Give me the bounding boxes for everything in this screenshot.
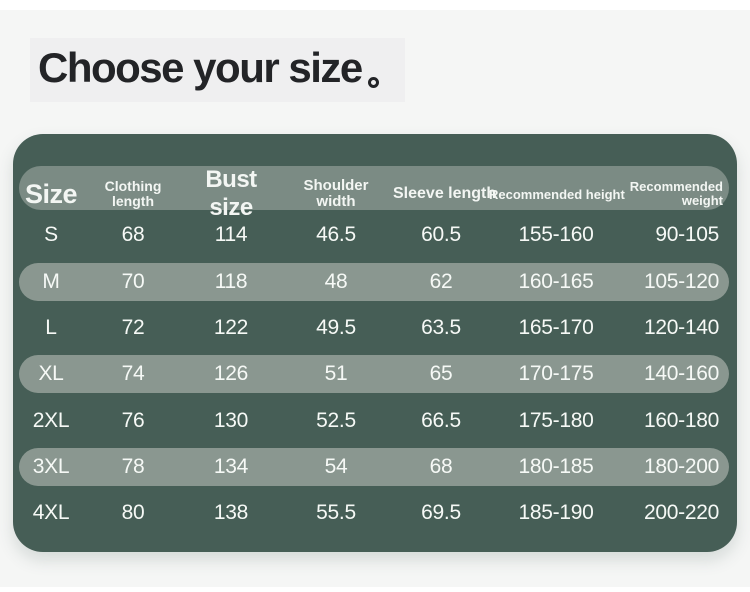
cell-bust-size: 138 (213, 501, 249, 525)
header-size: Size (24, 178, 78, 209)
cell-recommended-height: 175-180 (518, 408, 594, 432)
cell-recommended-height: 160-165 (518, 269, 594, 293)
cell-clothing-length: 68 (121, 223, 145, 247)
cell-shoulder-width: 54 (324, 455, 348, 479)
cell-shoulder-width: 52.5 (316, 408, 356, 432)
table-body: S 68 114 46.5 60.5 155-160 90-105 M 70 1… (19, 212, 729, 537)
cell-recommended-height: 155-160 (518, 223, 594, 247)
cell-clothing-length: 78 (121, 455, 145, 479)
cell-shoulder-width: 48 (324, 269, 348, 293)
cell-clothing-length: 72 (121, 315, 145, 339)
title-block: Choose your size (30, 38, 405, 102)
fullstop-circle-icon (367, 77, 379, 88)
cell-size: S (44, 223, 58, 247)
table-row-3xl: 3XL 78 134 54 68 180-185 180-200 (19, 448, 729, 487)
size-chart-panel: Size Clothing length Bust size Shoulder … (13, 134, 737, 552)
header-clothing-length: Clothing length (104, 178, 162, 209)
header-bust-size: Bust size (205, 166, 257, 221)
table-row-2xl: 2XL 76 130 52.5 66.5 175-180 160-180 (19, 398, 729, 444)
cell-bust-size: 126 (213, 362, 249, 386)
header-recommended-height: Recommended height (489, 186, 625, 202)
cell-sleeve-length: 62 (429, 269, 453, 293)
cell-sleeve-length: 65 (429, 362, 453, 386)
cell-size: 4XL (32, 501, 70, 525)
cell-recommended-height: 185-190 (518, 501, 594, 525)
cell-recommended-weight: 180-200 (644, 455, 719, 479)
cell-shoulder-width: 55.5 (316, 501, 356, 525)
cell-clothing-length: 80 (121, 501, 145, 525)
cell-shoulder-width: 51 (324, 362, 348, 386)
table-row-xl: XL 74 126 51 65 170-175 140-160 (19, 355, 729, 394)
cell-sleeve-length: 68 (429, 455, 453, 479)
cell-size: 2XL (32, 408, 70, 432)
cell-bust-size: 122 (213, 315, 249, 339)
cell-clothing-length: 76 (121, 408, 145, 432)
cell-clothing-length: 74 (121, 362, 145, 386)
cell-bust-size: 130 (213, 408, 249, 432)
cell-size: M (42, 269, 60, 293)
cell-recommended-height: 165-170 (518, 315, 594, 339)
header-shoulder-width: Shoulder width (303, 177, 369, 210)
cell-sleeve-length: 66.5 (421, 408, 461, 432)
header-sleeve-length: Sleeve length (393, 185, 497, 202)
cell-recommended-height: 170-175 (518, 362, 594, 386)
cell-bust-size: 134 (213, 455, 249, 479)
cell-recommended-weight: 160-180 (644, 408, 719, 432)
cell-recommended-weight: 120-140 (644, 315, 719, 339)
cell-recommended-weight: 200-220 (644, 501, 719, 525)
cell-size: L (45, 315, 57, 339)
header-recommended-weight: Recommended weight (629, 179, 723, 208)
cell-shoulder-width: 46.5 (316, 223, 356, 247)
table-row-s: S 68 114 46.5 60.5 155-160 90-105 (19, 212, 729, 258)
cell-recommended-height: 180-185 (518, 455, 594, 479)
cell-recommended-weight: 140-160 (644, 362, 719, 386)
cell-size: XL (38, 362, 64, 386)
table-row-4xl: 4XL 80 138 55.5 69.5 185-190 200-220 (19, 490, 729, 536)
page-title: Choose your size (38, 44, 363, 91)
cell-bust-size: 114 (214, 223, 248, 247)
cell-sleeve-length: 69.5 (421, 501, 461, 525)
table-row-l: L 72 122 49.5 63.5 165-170 120-140 (19, 305, 729, 351)
cell-bust-size: 118 (214, 269, 248, 293)
table-header: Size Clothing length Bust size Shoulder … (19, 166, 729, 221)
cell-sleeve-length: 60.5 (421, 223, 461, 247)
cell-recommended-weight: 105-120 (644, 269, 719, 293)
cell-size: 3XL (32, 455, 70, 479)
cell-recommended-weight: 90-105 (655, 223, 719, 247)
cell-shoulder-width: 49.5 (316, 315, 356, 339)
cell-clothing-length: 70 (121, 269, 145, 293)
cell-sleeve-length: 63.5 (421, 315, 461, 339)
table-row-m: M 70 118 48 62 160-165 105-120 (19, 262, 729, 301)
